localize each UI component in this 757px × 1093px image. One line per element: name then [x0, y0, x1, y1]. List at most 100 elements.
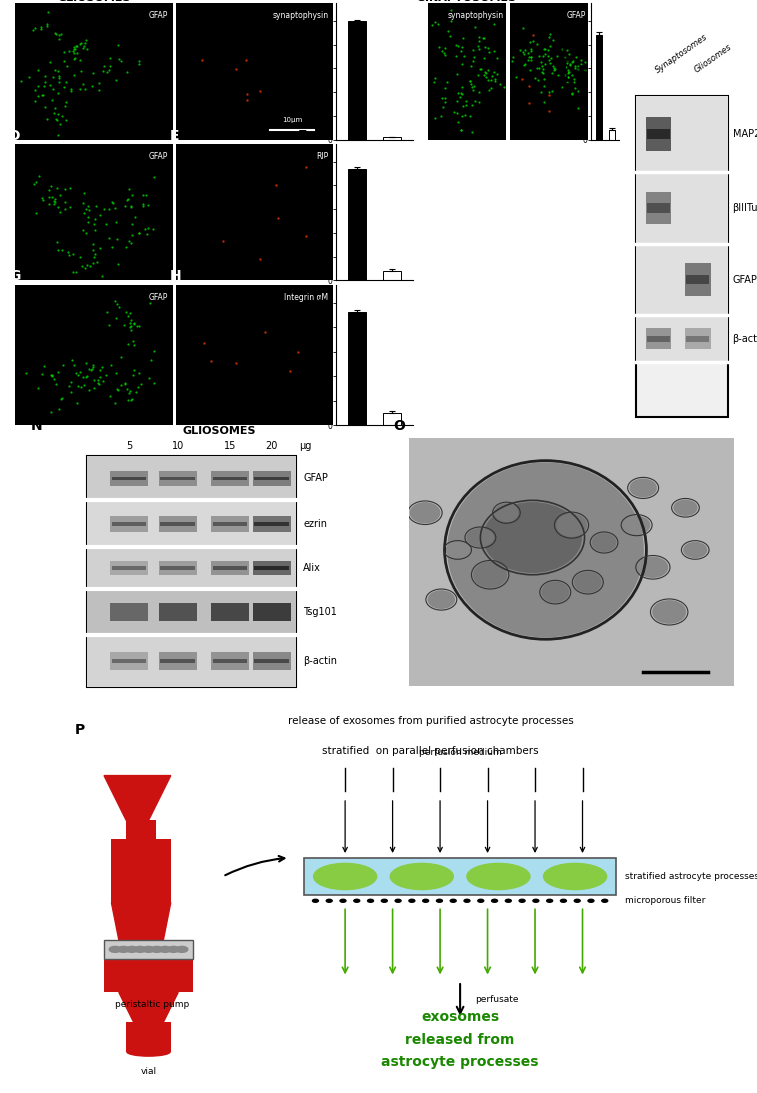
Point — [142, 219, 154, 236]
Point — [91, 252, 103, 270]
Point — [39, 98, 51, 116]
Point — [90, 197, 102, 214]
Point — [45, 177, 57, 195]
Point — [465, 57, 477, 74]
Point — [456, 97, 469, 115]
Point — [49, 99, 61, 117]
Point — [92, 374, 104, 391]
Point — [525, 42, 537, 59]
Point — [531, 59, 543, 77]
Point — [533, 47, 545, 64]
Point — [126, 226, 138, 244]
Point — [59, 97, 71, 115]
Point — [537, 94, 550, 111]
Point — [58, 79, 70, 96]
Point — [78, 204, 90, 222]
Bar — [110, 608, 148, 615]
Circle shape — [450, 900, 456, 902]
Bar — [304, 858, 616, 895]
Point — [436, 42, 448, 59]
Point — [432, 15, 444, 33]
Point — [124, 381, 136, 399]
Point — [49, 190, 61, 208]
Point — [562, 63, 575, 81]
Point — [128, 361, 140, 378]
Circle shape — [478, 900, 484, 902]
Point — [87, 64, 99, 82]
Point — [53, 67, 65, 84]
Point — [103, 200, 115, 218]
Point — [77, 195, 89, 212]
Point — [133, 52, 145, 70]
Point — [43, 181, 55, 199]
Point — [43, 188, 55, 205]
Point — [428, 73, 440, 91]
Point — [125, 320, 137, 338]
Point — [55, 390, 67, 408]
Bar — [110, 516, 148, 532]
Ellipse shape — [448, 463, 643, 637]
Point — [538, 40, 550, 58]
Point — [464, 72, 476, 90]
Point — [109, 200, 121, 218]
Point — [74, 248, 86, 266]
Point — [41, 15, 53, 33]
Point — [83, 381, 95, 399]
Point — [481, 39, 494, 57]
Point — [473, 40, 485, 58]
Point — [572, 83, 584, 101]
Bar — [126, 821, 156, 839]
Point — [456, 79, 468, 96]
Point — [123, 233, 135, 250]
Point — [522, 45, 534, 62]
Bar — [160, 521, 195, 526]
Point — [98, 58, 110, 75]
Point — [70, 37, 82, 55]
Point — [254, 82, 266, 99]
Text: B: B — [170, 0, 180, 2]
Bar — [609, 130, 615, 140]
Point — [78, 184, 90, 201]
Point — [67, 50, 79, 68]
Point — [83, 361, 95, 378]
Point — [51, 233, 64, 250]
Point — [452, 84, 464, 102]
Point — [488, 15, 500, 33]
Point — [489, 72, 501, 90]
Ellipse shape — [624, 517, 650, 533]
Point — [488, 70, 500, 87]
Bar — [210, 608, 249, 615]
Point — [128, 315, 140, 332]
Bar — [159, 653, 197, 670]
Ellipse shape — [593, 533, 615, 551]
Bar — [87, 635, 296, 687]
Point — [76, 368, 89, 386]
Point — [444, 27, 456, 45]
Point — [76, 222, 89, 239]
Polygon shape — [111, 903, 171, 940]
Point — [45, 366, 57, 384]
Bar — [87, 588, 296, 635]
Point — [519, 42, 531, 59]
Text: RIP: RIP — [316, 152, 329, 161]
Bar — [159, 471, 197, 486]
Point — [270, 177, 282, 195]
Bar — [254, 566, 289, 569]
Point — [29, 20, 41, 37]
Point — [536, 57, 548, 74]
Point — [51, 179, 64, 197]
Point — [483, 43, 495, 60]
Point — [80, 354, 92, 372]
Point — [126, 390, 139, 408]
Point — [119, 375, 131, 392]
Point — [517, 43, 529, 60]
Point — [52, 400, 64, 418]
Point — [45, 91, 58, 108]
Bar — [111, 477, 146, 480]
Bar — [636, 316, 728, 362]
Point — [566, 84, 578, 102]
Point — [552, 66, 564, 83]
Point — [534, 59, 546, 77]
Text: Tsg101: Tsg101 — [303, 607, 337, 616]
Point — [544, 25, 556, 43]
